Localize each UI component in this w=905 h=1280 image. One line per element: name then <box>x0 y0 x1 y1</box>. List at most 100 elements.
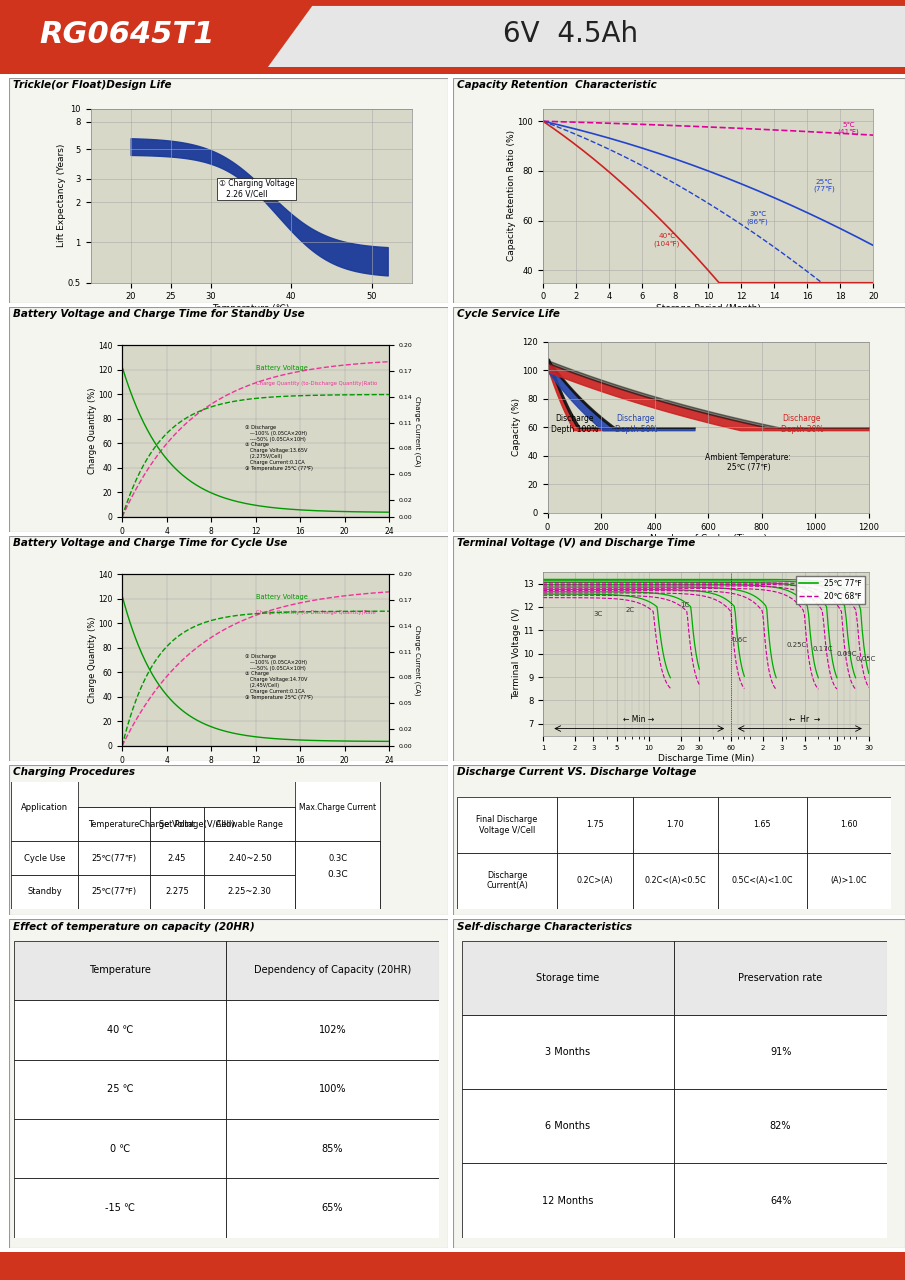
Text: Trickle(or Float)Design Life: Trickle(or Float)Design Life <box>14 81 172 91</box>
Text: Charge Quantity (to-Discharge Quantity)Rate: Charge Quantity (to-Discharge Quantity)R… <box>255 609 376 614</box>
Text: 25 ℃: 25 ℃ <box>107 1084 133 1094</box>
Bar <box>462 1089 674 1164</box>
Bar <box>674 1164 887 1238</box>
X-axis label: Charge Time (H): Charge Time (H) <box>221 539 291 548</box>
Text: 40 ℃: 40 ℃ <box>107 1025 133 1034</box>
Text: 2.25~2.30: 2.25~2.30 <box>228 887 272 896</box>
Polygon shape <box>267 6 905 68</box>
Y-axis label: Charge Quantity (%): Charge Quantity (%) <box>88 617 97 704</box>
Bar <box>806 797 891 852</box>
Text: Effect of temperature on capacity (20HR): Effect of temperature on capacity (20HR) <box>14 923 255 932</box>
Text: 0.2C>(A): 0.2C>(A) <box>576 877 614 886</box>
Text: 25℃(77℉): 25℃(77℉) <box>91 854 137 863</box>
Y-axis label: Charge Quantity (%): Charge Quantity (%) <box>88 388 97 475</box>
Text: Charge Voltage(V/Cell): Charge Voltage(V/Cell) <box>139 819 234 829</box>
Bar <box>674 1015 887 1089</box>
Text: 85%: 85% <box>322 1143 343 1153</box>
Text: 1.75: 1.75 <box>586 820 604 829</box>
Text: Discharge
Current(A): Discharge Current(A) <box>486 872 528 891</box>
Text: RG0645T1: RG0645T1 <box>39 19 214 49</box>
Text: 0.25C: 0.25C <box>786 641 806 648</box>
Text: Cycle Use: Cycle Use <box>24 854 65 863</box>
Text: Cycle Service Life: Cycle Service Life <box>457 310 560 319</box>
Text: Discharge Current VS. Discharge Voltage: Discharge Current VS. Discharge Voltage <box>457 767 697 777</box>
Text: 5℃
(41℉): 5℃ (41℉) <box>838 122 860 136</box>
Text: ① Discharge
   —100% (0.05CA×20H)
   ----50% (0.05CA×10H)
② Charge
   Charge Vol: ① Discharge —100% (0.05CA×20H) ----50% (… <box>244 654 312 700</box>
X-axis label: Number of Cycles (Times): Number of Cycles (Times) <box>650 535 767 544</box>
Text: 40℃
(104℉): 40℃ (104℉) <box>653 233 680 247</box>
Bar <box>462 1164 674 1238</box>
Text: Battery Voltage and Charge Time for Standby Use: Battery Voltage and Charge Time for Stan… <box>14 310 305 319</box>
Text: 0.3C: 0.3C <box>328 870 348 879</box>
Text: 0.09C: 0.09C <box>837 652 857 657</box>
Text: Discharge
Depth 100%: Discharge Depth 100% <box>550 415 598 434</box>
Y-axis label: Charge Current (CA): Charge Current (CA) <box>414 396 421 466</box>
Text: 0.5C<(A)<1.0C: 0.5C<(A)<1.0C <box>731 877 793 886</box>
Bar <box>633 797 718 852</box>
Text: 1.65: 1.65 <box>753 820 771 829</box>
Bar <box>78 808 295 841</box>
Text: ← Min →: ← Min → <box>623 714 654 723</box>
Bar <box>457 797 557 852</box>
Bar <box>11 841 78 876</box>
Text: Storage time: Storage time <box>537 973 599 983</box>
Bar <box>557 852 633 909</box>
Text: 91%: 91% <box>770 1047 791 1057</box>
Bar <box>226 1060 439 1119</box>
X-axis label: Temperature (℃): Temperature (℃) <box>213 305 290 314</box>
Bar <box>226 1179 439 1238</box>
Text: Ambient Temperature:
25℃ (77℉): Ambient Temperature: 25℃ (77℉) <box>705 453 791 472</box>
Bar <box>718 797 806 852</box>
X-axis label: Discharge Time (Min): Discharge Time (Min) <box>658 754 754 763</box>
Text: Terminal Voltage (V) and Discharge Time: Terminal Voltage (V) and Discharge Time <box>457 539 695 548</box>
Text: (A)>1.0C: (A)>1.0C <box>831 877 867 886</box>
Text: 1.70: 1.70 <box>666 820 684 829</box>
Text: Battery Voltage: Battery Voltage <box>255 594 308 600</box>
Bar <box>806 852 891 909</box>
Bar <box>557 797 633 852</box>
Text: 0.05C: 0.05C <box>855 655 876 662</box>
Text: Discharge
Depth 50%: Discharge Depth 50% <box>614 415 657 434</box>
Text: 0.17C: 0.17C <box>812 646 833 653</box>
Text: 102%: 102% <box>319 1025 347 1034</box>
Bar <box>718 852 806 909</box>
Bar <box>150 876 205 909</box>
Text: ① Discharge
   —100% (0.05CA×20H)
   ----50% (0.05CA×10H)
② Charge
   Charge Vol: ① Discharge —100% (0.05CA×20H) ----50% (… <box>244 425 312 471</box>
Legend: 25℃ 77℉, 20℃ 68℉: 25℃ 77℉, 20℃ 68℉ <box>796 576 865 604</box>
Bar <box>295 841 380 909</box>
Bar <box>295 876 380 909</box>
Bar <box>462 1015 674 1089</box>
Bar <box>205 841 295 876</box>
Bar <box>78 841 150 876</box>
Bar <box>78 808 150 841</box>
Text: Self-discharge Characteristics: Self-discharge Characteristics <box>457 923 632 932</box>
Bar <box>462 941 674 1015</box>
Bar <box>0 67 905 74</box>
Y-axis label: Capacity Retention Ratio (%): Capacity Retention Ratio (%) <box>507 131 516 261</box>
Text: 0.3C: 0.3C <box>329 854 348 863</box>
Y-axis label: Charge Current (CA): Charge Current (CA) <box>414 625 421 695</box>
Y-axis label: Battery Voltage (V)/Per Cell: Battery Voltage (V)/Per Cell <box>538 617 543 703</box>
Bar <box>150 808 205 841</box>
Bar <box>14 941 226 1000</box>
Text: Temperature: Temperature <box>89 965 151 975</box>
Bar <box>14 1060 226 1119</box>
Text: Standby: Standby <box>27 887 62 896</box>
Text: Allowable Range: Allowable Range <box>216 819 283 829</box>
Y-axis label: Terminal Voltage (V): Terminal Voltage (V) <box>512 608 521 699</box>
Bar <box>150 841 205 876</box>
Text: 25℃(77℉): 25℃(77℉) <box>91 887 137 896</box>
Text: 65%: 65% <box>322 1203 343 1213</box>
Text: Final Discharge
Voltage V/Cell: Final Discharge Voltage V/Cell <box>476 815 538 835</box>
Text: 64%: 64% <box>770 1196 791 1206</box>
Text: Capacity Retention  Characteristic: Capacity Retention Characteristic <box>457 81 657 91</box>
Text: Dependency of Capacity (20HR): Dependency of Capacity (20HR) <box>254 965 411 975</box>
Text: 6 Months: 6 Months <box>546 1121 590 1132</box>
Text: 3C: 3C <box>594 612 603 617</box>
Text: Preservation rate: Preservation rate <box>738 973 823 983</box>
Text: ←  Hr  →: ← Hr → <box>789 714 821 723</box>
Text: 100%: 100% <box>319 1084 347 1094</box>
Text: 1.60: 1.60 <box>841 820 858 829</box>
Bar <box>457 852 557 909</box>
Bar <box>14 1119 226 1179</box>
